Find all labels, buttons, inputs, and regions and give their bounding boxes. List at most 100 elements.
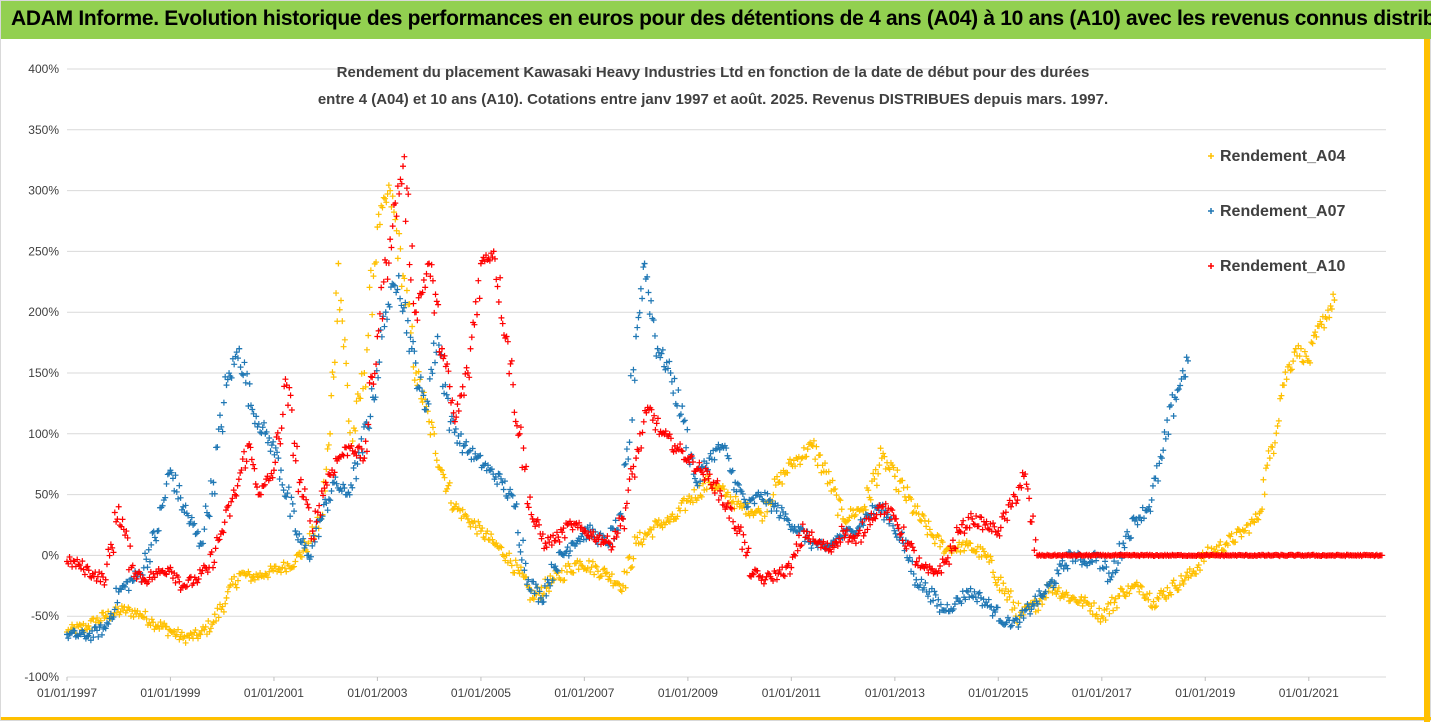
- scatter-mark: [992, 528, 999, 535]
- scatter-mark: [967, 510, 974, 517]
- scatter-mark: [451, 429, 458, 436]
- scatter-mark: [206, 628, 213, 635]
- scatter-mark: [367, 413, 374, 420]
- scatter-mark: [445, 368, 452, 375]
- scatter-mark: [101, 581, 108, 588]
- scatter-mark: [578, 562, 585, 569]
- scatter-mark: [472, 298, 479, 305]
- scatter-mark: [730, 498, 737, 505]
- data-point: [1055, 570, 1062, 577]
- scatter-mark: [525, 504, 532, 511]
- scatter-mark: [1028, 606, 1035, 613]
- scatter-mark: [950, 605, 957, 612]
- scatter-mark: [339, 318, 346, 325]
- scatter-mark: [155, 527, 162, 534]
- scatter-mark: [589, 558, 596, 565]
- scatter-mark: [251, 576, 258, 583]
- scatter-mark: [397, 176, 404, 183]
- scatter-mark: [100, 609, 107, 616]
- scatter-mark: [990, 569, 997, 576]
- scatter-mark: [105, 546, 112, 553]
- scatter-mark: [1169, 551, 1176, 558]
- scatter-mark: [297, 476, 304, 483]
- scatter-mark: [739, 546, 746, 553]
- scatter-mark: [182, 502, 189, 509]
- scatter-mark: [192, 627, 199, 634]
- scatter-mark: [710, 447, 717, 454]
- scatter-mark: [298, 539, 305, 546]
- scatter-mark: [1165, 431, 1172, 438]
- scatter-mark: [930, 597, 937, 604]
- scatter-mark: [903, 545, 910, 552]
- data-point: [1266, 455, 1273, 462]
- data-point: [995, 528, 1002, 535]
- scatter-mark: [94, 615, 101, 622]
- x-tick-label: 01/01/2021: [1279, 686, 1339, 700]
- scatter-mark: [864, 526, 871, 533]
- scatter-mark: [386, 303, 393, 310]
- scatter-mark: [202, 564, 209, 571]
- scatter-mark: [231, 573, 238, 580]
- scatter-mark: [911, 581, 918, 588]
- scatter-mark: [741, 539, 748, 546]
- scatter-mark: [759, 517, 766, 524]
- scatter-mark: [444, 361, 451, 368]
- scatter-mark: [238, 467, 245, 474]
- scatter-mark: [270, 567, 277, 574]
- scatter-mark: [639, 429, 646, 436]
- scatter-mark: [545, 579, 552, 586]
- scatter-mark: [650, 524, 657, 531]
- scatter-mark: [213, 617, 220, 624]
- y-tick-label: 50%: [35, 488, 59, 502]
- scatter-mark: [1023, 481, 1030, 488]
- scatter-mark: [343, 360, 350, 367]
- scatter-mark: [406, 301, 413, 308]
- scatter-mark: [442, 381, 449, 388]
- scatter-mark: [908, 540, 915, 547]
- scatter-mark: [751, 500, 758, 507]
- scatter-mark: [893, 515, 900, 522]
- scatter-mark: [107, 610, 114, 617]
- scatter-mark: [895, 525, 902, 532]
- scatter-mark: [530, 596, 537, 603]
- scatter-mark: [247, 444, 254, 451]
- scatter-mark: [845, 538, 852, 545]
- scatter-mark: [1111, 558, 1118, 565]
- scatter-mark: [1024, 601, 1031, 608]
- scatter-mark: [79, 558, 86, 565]
- scatter-mark: [419, 289, 426, 296]
- scatter-mark: [548, 542, 555, 549]
- scatter-mark: [281, 383, 288, 390]
- data-point: [956, 528, 963, 535]
- scatter-mark: [384, 276, 391, 283]
- data-point: [499, 479, 506, 486]
- scatter-mark: [975, 523, 982, 530]
- x-tick-label: 01/01/2009: [658, 686, 718, 700]
- scatter-mark: [303, 496, 310, 503]
- scatter-mark: [567, 518, 574, 525]
- scatter-mark: [380, 194, 387, 201]
- scatter-mark: [354, 390, 361, 397]
- scatter-mark: [194, 528, 201, 535]
- scatter-mark: [279, 481, 286, 488]
- scatter-mark: [245, 402, 252, 409]
- scatter-mark: [1018, 484, 1025, 491]
- data-point: [219, 528, 226, 535]
- scatter-mark: [215, 537, 222, 544]
- scatter-mark: [944, 554, 951, 561]
- scatter-mark: [764, 490, 771, 497]
- scatter-mark: [323, 482, 330, 489]
- scatter-mark: [651, 332, 658, 339]
- scatter-mark: [1269, 444, 1276, 451]
- scatter-mark: [187, 518, 194, 525]
- scatter-mark: [316, 502, 323, 509]
- scatter-mark: [363, 448, 370, 455]
- scatter-mark: [706, 471, 713, 478]
- scatter-mark: [398, 283, 405, 290]
- scatter-mark: [817, 544, 824, 551]
- scatter-mark: [833, 492, 840, 499]
- scatter-mark: [521, 567, 528, 574]
- data-point: [318, 515, 325, 522]
- scatter-mark: [1181, 576, 1188, 583]
- data-point: [223, 382, 230, 389]
